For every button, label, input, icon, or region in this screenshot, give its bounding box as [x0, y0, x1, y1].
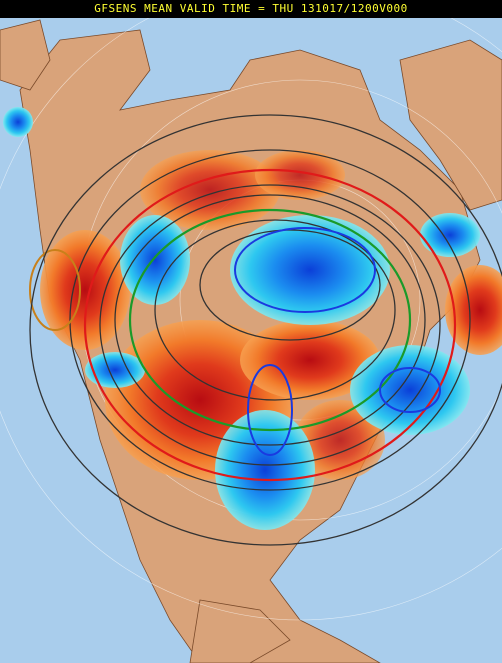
contour [29, 114, 502, 546]
height-contours [29, 114, 502, 546]
negative-anomaly [230, 215, 390, 325]
anomaly-shading [3, 107, 502, 530]
negative-anomaly [420, 213, 480, 257]
negative-anomaly [85, 352, 145, 388]
positive-anomaly [40, 230, 130, 350]
map [0, 18, 502, 663]
contour [128, 208, 412, 432]
contour [234, 227, 376, 313]
negative-anomaly [3, 107, 33, 137]
contour [199, 229, 381, 341]
contour [83, 168, 457, 482]
negative-anomaly [120, 215, 190, 305]
contour [114, 194, 426, 446]
positive-anomaly [240, 320, 380, 400]
contour [69, 149, 471, 491]
contour [29, 249, 81, 331]
contour [379, 367, 441, 413]
contour [99, 184, 441, 466]
contour [154, 219, 396, 401]
title-bar: GFSENS MEAN VALID TIME = THU 131017/1200… [0, 0, 502, 18]
positive-anomaly [255, 150, 345, 200]
negative-anomaly [215, 410, 315, 530]
map-title: GFSENS MEAN VALID TIME = THU 131017/1200… [94, 2, 408, 15]
contour [247, 364, 293, 456]
negative-anomaly [350, 345, 470, 435]
positive-anomaly [445, 265, 502, 355]
